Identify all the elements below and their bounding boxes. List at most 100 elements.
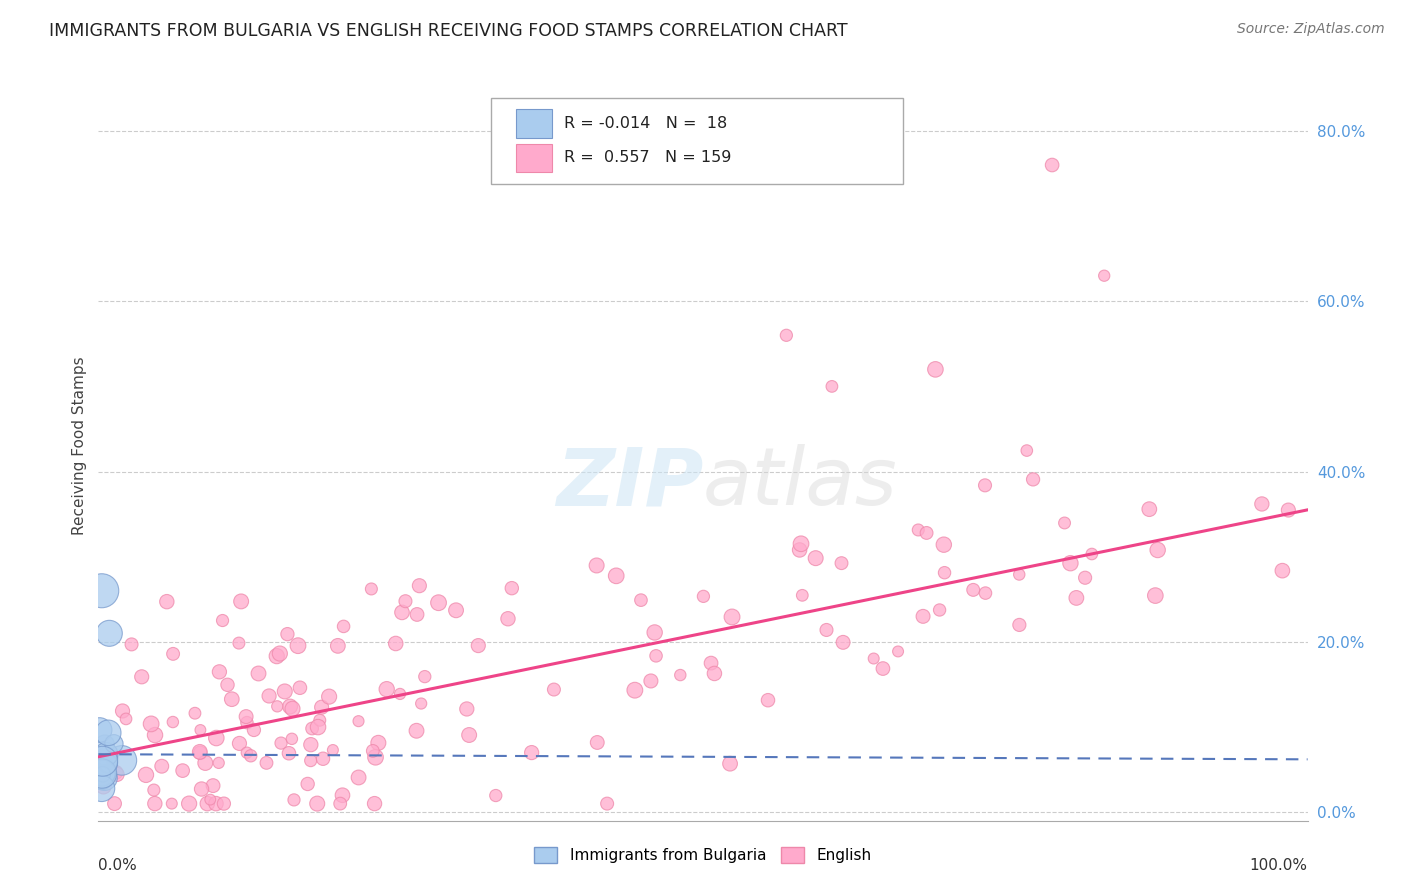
Point	[318, 690, 340, 704]
Point	[90, 771, 112, 785]
Point	[485, 789, 508, 803]
Point	[91, 767, 114, 781]
Point	[91, 766, 114, 780]
Point	[645, 648, 668, 663]
Point	[389, 687, 412, 701]
Point	[700, 656, 723, 670]
Point	[208, 665, 231, 679]
Point	[257, 689, 280, 703]
Point	[217, 678, 239, 692]
Point	[299, 754, 322, 768]
Bar	[516, 144, 551, 172]
Point	[231, 594, 253, 608]
Point	[1059, 556, 1081, 570]
Point	[274, 684, 297, 698]
Point	[804, 551, 827, 566]
Point	[91, 754, 114, 768]
Point	[162, 714, 184, 729]
Point	[347, 714, 370, 728]
Point	[862, 651, 884, 665]
Point	[1053, 516, 1076, 530]
Point	[408, 579, 430, 593]
Point	[205, 731, 228, 745]
Bar	[516, 109, 551, 137]
Point	[281, 731, 304, 746]
Point	[821, 379, 844, 393]
Point	[266, 649, 288, 664]
Point	[924, 362, 946, 376]
Point	[278, 746, 301, 760]
Point	[243, 723, 266, 737]
Point	[308, 713, 330, 727]
Point	[94, 745, 117, 759]
Point	[160, 797, 183, 811]
Point	[756, 693, 779, 707]
Point	[1277, 503, 1299, 517]
Point	[211, 614, 233, 628]
Point	[1081, 547, 1104, 561]
Text: 100.0%: 100.0%	[1250, 858, 1308, 873]
Point	[775, 328, 797, 343]
Point	[111, 704, 134, 718]
Point	[496, 612, 519, 626]
Y-axis label: Receiving Food Stamps: Receiving Food Stamps	[72, 357, 87, 535]
Point	[718, 756, 741, 771]
Point	[1092, 268, 1115, 283]
Point	[105, 767, 128, 781]
Point	[790, 537, 813, 551]
Point	[236, 746, 259, 760]
Point	[256, 756, 278, 770]
Point	[458, 728, 481, 742]
Point	[135, 768, 157, 782]
Point	[332, 619, 354, 633]
Point	[1040, 158, 1063, 172]
Point	[322, 743, 344, 757]
Point	[142, 783, 165, 797]
Point	[326, 639, 349, 653]
Point	[228, 736, 250, 750]
Point	[156, 595, 179, 609]
Point	[543, 682, 565, 697]
Point	[179, 797, 201, 811]
Point	[624, 683, 647, 698]
Point	[98, 626, 121, 640]
Point	[104, 765, 127, 780]
Point	[974, 586, 997, 600]
Point	[974, 478, 997, 492]
Point	[692, 590, 714, 604]
Point	[1015, 443, 1038, 458]
Point	[405, 723, 427, 738]
Point	[630, 593, 652, 607]
Point	[270, 736, 292, 750]
Point	[1066, 591, 1088, 605]
Text: R = -0.014   N =  18: R = -0.014 N = 18	[564, 116, 727, 131]
Point	[703, 666, 725, 681]
Point	[1144, 589, 1167, 603]
Point	[596, 797, 619, 811]
Point	[640, 673, 662, 688]
Point	[364, 750, 387, 764]
Point	[221, 692, 243, 706]
Point	[912, 609, 935, 624]
Point	[789, 543, 811, 558]
Point	[1137, 502, 1160, 516]
Point	[1008, 618, 1031, 632]
Point	[585, 558, 607, 573]
Point	[361, 744, 384, 758]
Point	[872, 662, 894, 676]
Point	[605, 569, 627, 583]
Point	[644, 625, 666, 640]
Point	[190, 723, 212, 737]
Point	[329, 797, 352, 811]
Point	[97, 756, 120, 771]
FancyBboxPatch shape	[492, 97, 903, 184]
Point	[93, 771, 115, 785]
Point	[143, 797, 166, 811]
Point	[150, 759, 173, 773]
Point	[832, 635, 855, 649]
Point	[363, 797, 385, 811]
Point	[360, 582, 382, 596]
Point	[190, 782, 212, 797]
Point	[194, 756, 217, 770]
Point	[669, 668, 692, 682]
